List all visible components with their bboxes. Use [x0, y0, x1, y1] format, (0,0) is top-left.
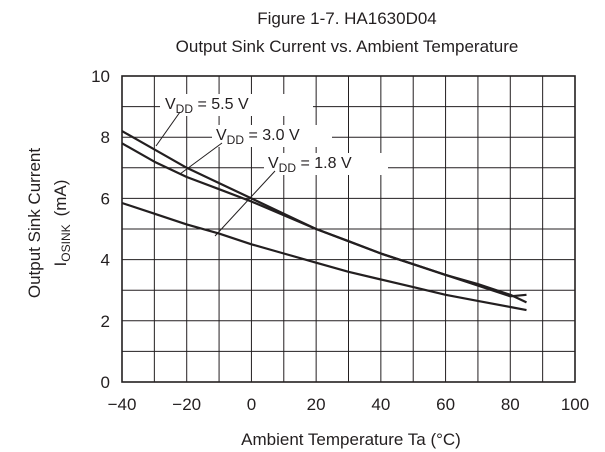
series-label-sub: DD [227, 133, 245, 147]
y-ticks: 0 2 4 6 8 10 [91, 67, 110, 392]
x-ticks: −40 −20 0 20 40 60 80 100 [108, 395, 590, 414]
y-tick-label: 6 [101, 189, 110, 208]
series-leader-line [179, 142, 223, 175]
y-tick-label: 2 [101, 312, 110, 331]
series-label-prefix: V [268, 155, 279, 172]
chart-title: Figure 1-7. HA1630D04 [257, 9, 437, 28]
plot-frame [121, 75, 576, 383]
series-label-sub: DD [176, 102, 194, 116]
series-label-bg [212, 125, 332, 147]
x-tick-label: −20 [172, 395, 201, 414]
series-label-bg [160, 94, 313, 116]
x-tick-label: 60 [436, 395, 455, 414]
series-lines [121, 130, 527, 312]
chart-subtitle: Output Sink Current vs. Ambient Temperat… [176, 37, 519, 56]
x-tick-label: 0 [247, 395, 256, 414]
series-leader-line [155, 111, 181, 147]
y-axis-label: Output Sink Current IOSINK (mA) [25, 148, 73, 299]
series-label-1: VDD = 5.5 V [165, 96, 249, 116]
x-tick-label: 100 [561, 395, 589, 414]
series-label-2: VDD = 3.0 V [216, 127, 300, 147]
x-tick-label: 80 [501, 395, 520, 414]
y-axis-label-symbol-main: I [51, 262, 70, 267]
y-axis-label-main: Output Sink Current [25, 148, 44, 299]
y-tick-label: 10 [91, 67, 110, 86]
series-label-bg [264, 153, 388, 175]
y-axis-label-symbol: IOSINK (mA) [51, 180, 73, 267]
y-tick-label: 8 [101, 128, 110, 147]
series-label-suffix: = 3.0 V [244, 127, 300, 144]
series-label-suffix: = 5.5 V [193, 96, 249, 113]
series-line-3 [121, 201, 527, 312]
series-label-sub: DD [279, 161, 297, 175]
series-label-3: VDD = 1.8 V [268, 155, 352, 175]
series-label-suffix: = 1.8 V [296, 155, 352, 172]
y-axis-label-unit: (mA) [51, 180, 70, 217]
series-label-prefix: V [165, 96, 176, 113]
series-leader-line [214, 170, 276, 237]
series-label-prefix: V [216, 127, 227, 144]
x-tick-label: 40 [371, 395, 390, 414]
x-tick-label: 20 [307, 395, 326, 414]
series-line-2 [121, 142, 527, 298]
grid [121, 75, 576, 383]
y-tick-label: 0 [101, 373, 110, 392]
y-axis-label-symbol-sub: OSINK [59, 224, 73, 261]
x-axis-label: Ambient Temperature Ta (°C) [241, 430, 461, 449]
x-tick-label: −40 [108, 395, 137, 414]
y-tick-label: 4 [101, 251, 110, 270]
